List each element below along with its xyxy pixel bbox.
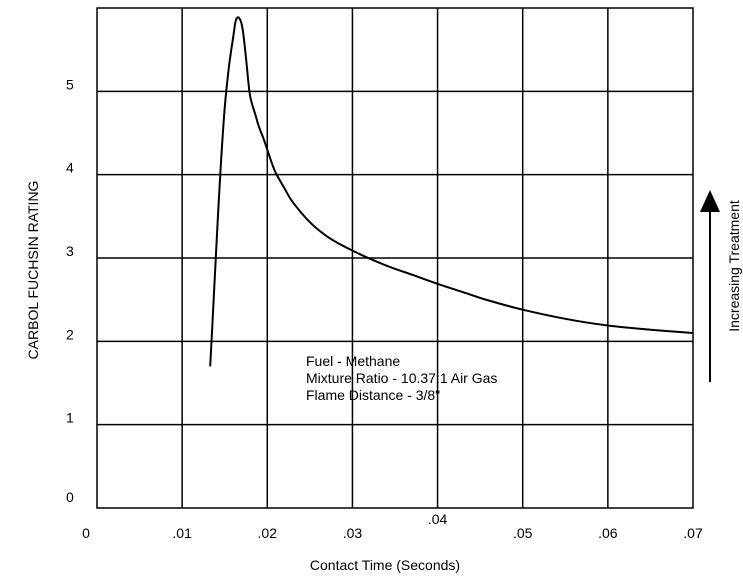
x-tick-label: .03 — [343, 525, 363, 541]
x-tick-label: .04 — [428, 511, 448, 527]
y-tick-labels: 0 1 2 3 4 5 — [66, 76, 74, 505]
x-tick-label: 0 — [82, 525, 90, 541]
annotation-flame-distance: Flame Distance - 3/8" — [306, 387, 440, 403]
x-tick-labels: 0 .01 .02 .03 .04 .05 .06 .07 — [82, 511, 703, 541]
series-line — [209, 16, 694, 367]
increasing-treatment-indicator: Increasing Treatment — [700, 190, 742, 382]
y-tick-label: 2 — [66, 326, 74, 342]
x-tick-label: .02 — [258, 525, 278, 541]
x-tick-label: .06 — [598, 525, 618, 541]
y-tick-label: 5 — [66, 76, 74, 92]
y-axis-label: CARBOL FUCHSIN RATING — [25, 181, 41, 360]
arrow-up-icon — [700, 190, 720, 212]
x-tick-label: .07 — [683, 525, 703, 541]
x-axis-label: Contact Time (Seconds) — [310, 557, 460, 573]
y-tick-label: 1 — [66, 410, 74, 426]
side-label: Increasing Treatment — [726, 200, 742, 332]
y-tick-label: 4 — [66, 160, 74, 176]
y-tick-label: 0 — [66, 489, 74, 505]
annotation-block: Fuel - Methane Mixture Ratio - 10.37:1 A… — [306, 353, 497, 403]
annotation-mixture-ratio: Mixture Ratio - 10.37:1 Air Gas — [306, 370, 497, 386]
grid — [96, 7, 694, 509]
x-tick-label: .01 — [172, 525, 192, 541]
x-tick-label: .05 — [513, 525, 533, 541]
annotation-fuel: Fuel - Methane — [306, 353, 400, 369]
y-tick-label: 3 — [66, 243, 74, 259]
